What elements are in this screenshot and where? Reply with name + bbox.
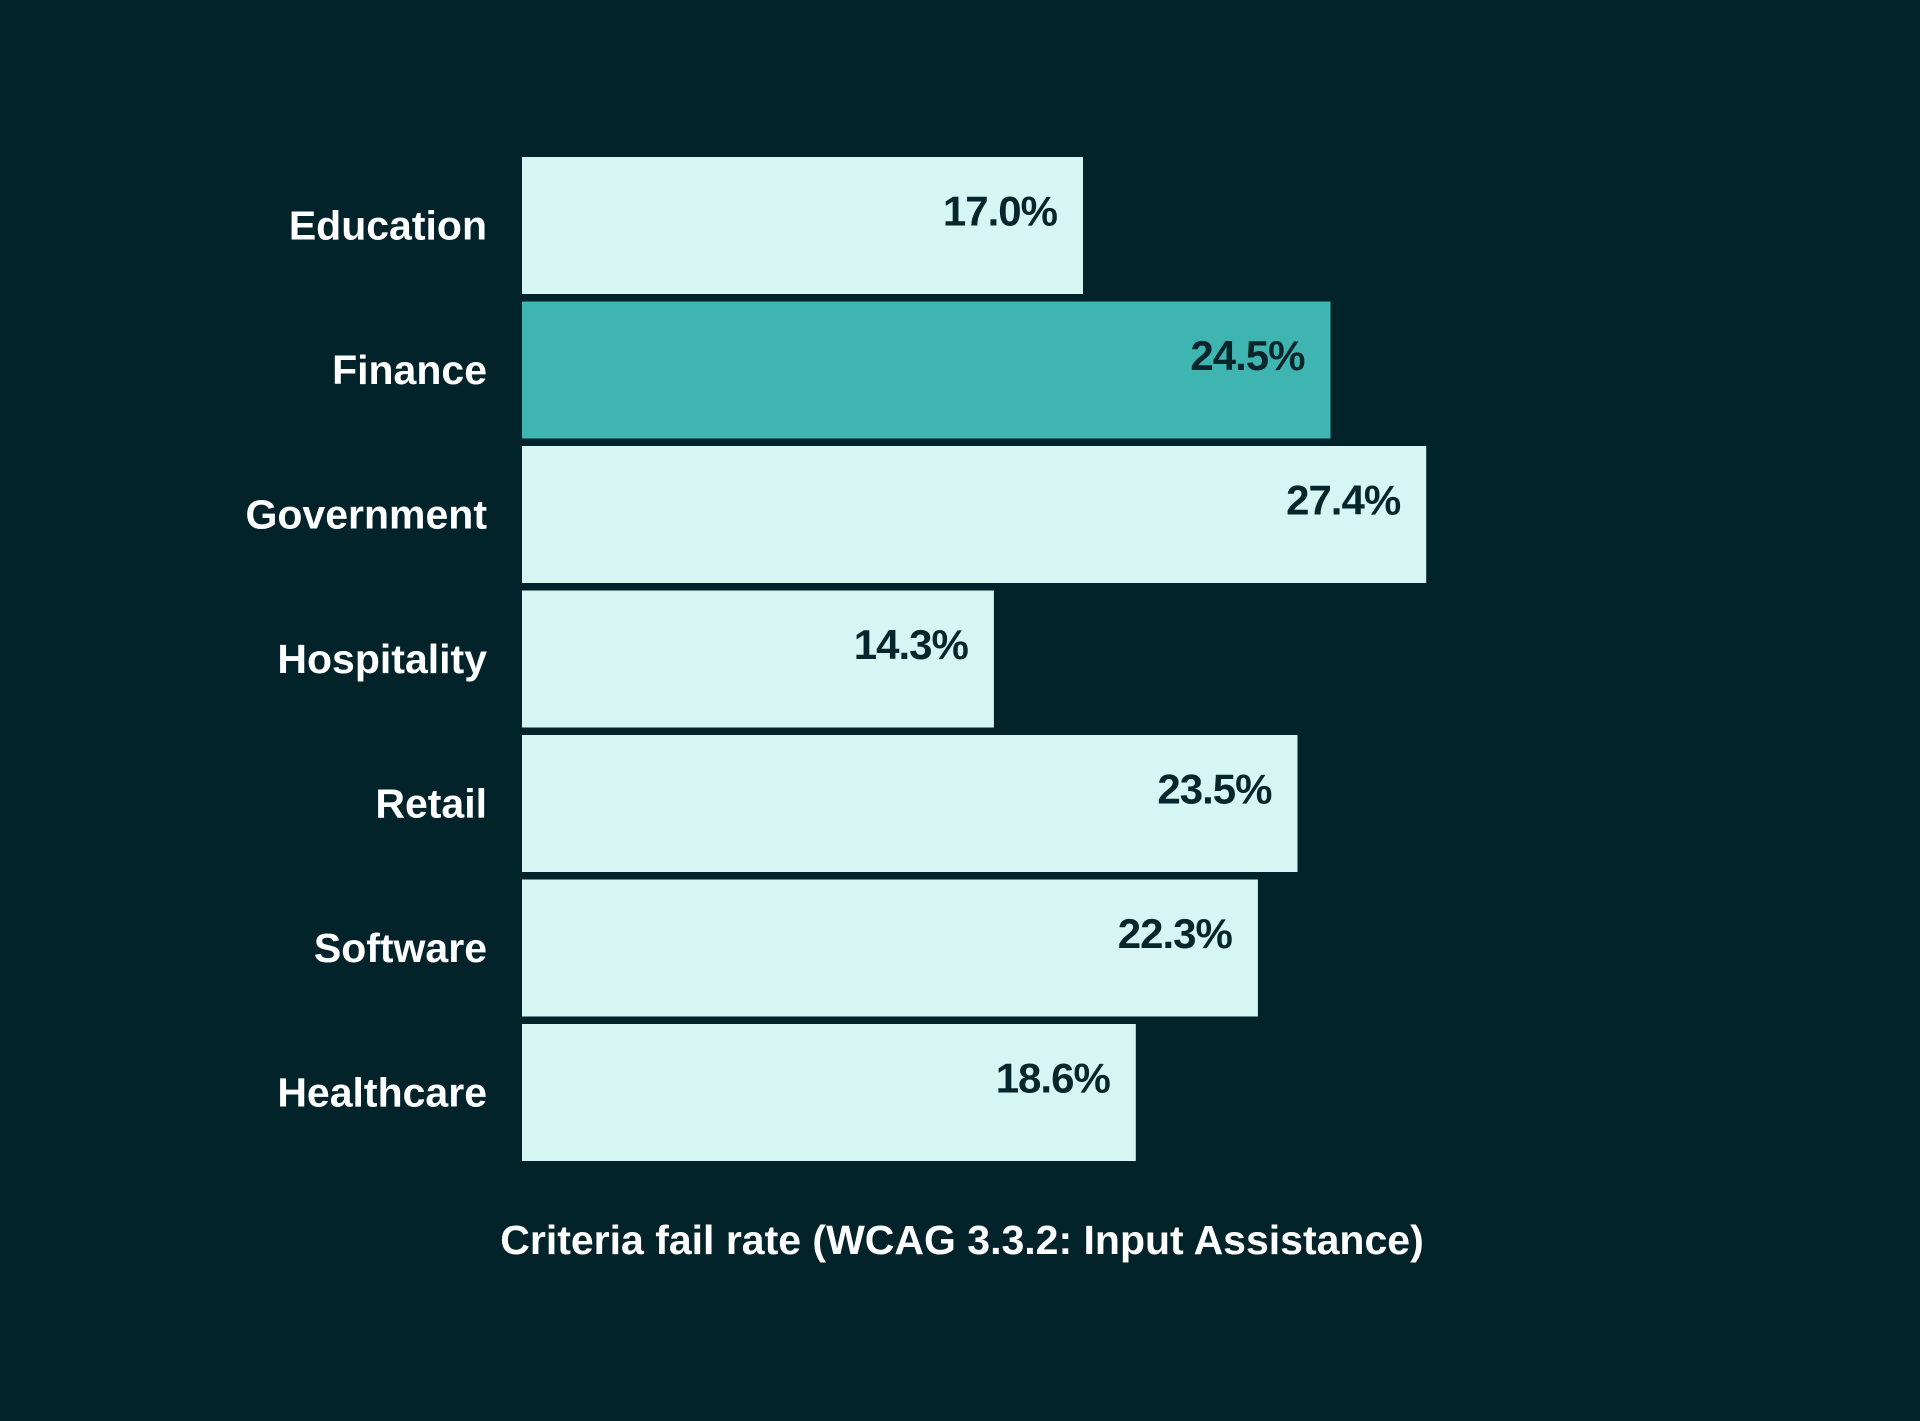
category-label: Education bbox=[289, 203, 487, 249]
value-label: 22.3% bbox=[1118, 910, 1233, 957]
bar-hospitality bbox=[522, 590, 994, 728]
category-label: Software bbox=[314, 925, 487, 971]
value-label: 27.4% bbox=[1286, 477, 1401, 524]
category-label: Retail bbox=[375, 781, 487, 827]
bar-government bbox=[522, 446, 1427, 583]
value-label: 23.5% bbox=[1157, 766, 1272, 813]
value-label: 17.0% bbox=[943, 188, 1058, 235]
category-label: Government bbox=[246, 492, 488, 538]
value-label: 24.5% bbox=[1190, 332, 1305, 379]
bar-healthcare bbox=[522, 1024, 1136, 1161]
value-label: 14.3% bbox=[854, 621, 969, 668]
category-label: Hospitality bbox=[277, 636, 487, 682]
bar-retail bbox=[522, 735, 1298, 872]
bar-software bbox=[522, 879, 1258, 1017]
x-axis-label: Criteria fail rate (WCAG 3.3.2: Input As… bbox=[500, 1217, 1423, 1263]
category-label: Healthcare bbox=[277, 1070, 487, 1116]
bar-education bbox=[522, 157, 1083, 294]
bar-finance bbox=[522, 301, 1331, 439]
category-label: Finance bbox=[332, 347, 487, 393]
value-label: 18.6% bbox=[996, 1055, 1111, 1102]
